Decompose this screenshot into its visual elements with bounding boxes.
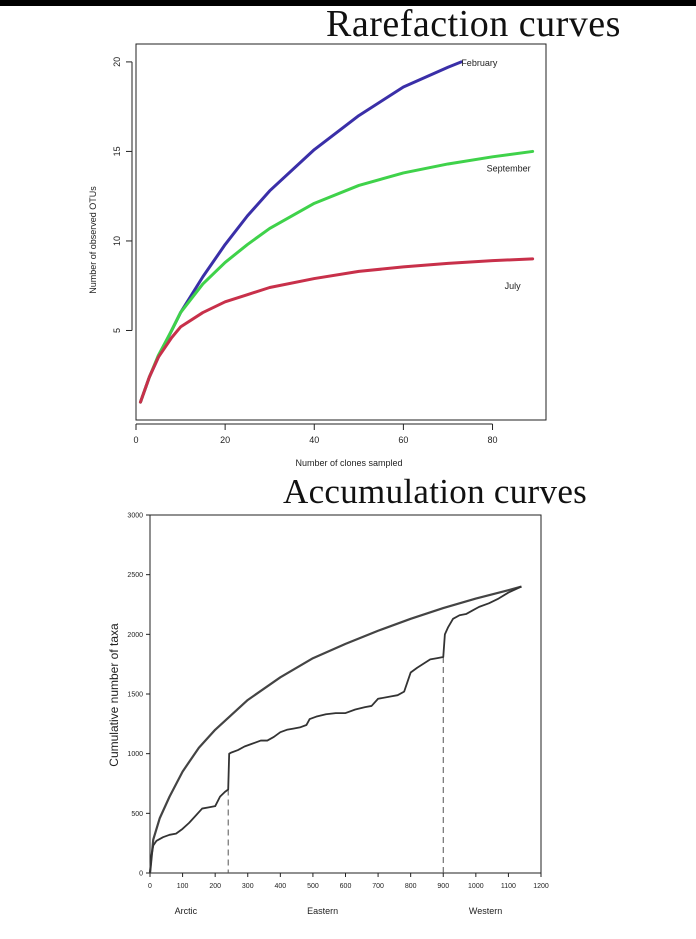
accumulation-x-tick-label: 500 bbox=[307, 883, 319, 890]
accumulation-y-tick-label: 3000 bbox=[127, 513, 143, 520]
accumulation-lines bbox=[148, 585, 522, 874]
accumulation-x-ticks: 0 100 200 300 400 500 600 700 800 900 1000 1100 1200 bbox=[148, 873, 549, 890]
rarefaction-lines bbox=[138, 60, 535, 404]
accumulation-x-tick-label: 1000 bbox=[468, 883, 484, 890]
accumulation-x-tick-label: 600 bbox=[340, 883, 352, 890]
rarefaction-x-ticks: 0 20 40 60 80 bbox=[133, 423, 498, 445]
series-label-july: July bbox=[505, 281, 522, 291]
region-label-arctic: Arctic bbox=[175, 906, 198, 916]
accumulation-x-tick-label: 400 bbox=[274, 883, 286, 890]
accumulation-y-tick-label: 2000 bbox=[127, 632, 143, 639]
rarefaction-line-july bbox=[138, 257, 535, 404]
accumulation-y-tick-label: 2500 bbox=[127, 572, 143, 579]
accumulation-y-ticks: 0 500 1000 1500 2000 2500 3000 bbox=[127, 513, 150, 878]
rarefaction-y-tick-label: 15 bbox=[112, 146, 122, 156]
rarefaction-x-tick-label: 80 bbox=[488, 435, 498, 445]
rarefaction-y-tick-label: 5 bbox=[112, 328, 122, 333]
rarefaction-plot-frame bbox=[135, 43, 547, 421]
accumulation-x-tick-label: 200 bbox=[209, 883, 221, 890]
accumulation-plot-frame bbox=[149, 514, 542, 874]
rarefaction-x-tick-label: 20 bbox=[220, 435, 230, 445]
rarefaction-x-axis-label: Number of clones sampled bbox=[295, 458, 402, 468]
accumulation-x-tick-label: 100 bbox=[177, 883, 189, 890]
rarefaction-title: Rarefaction curves bbox=[326, 3, 621, 45]
accumulation-x-tick-label: 800 bbox=[405, 883, 417, 890]
rarefaction-x-tick-label: 40 bbox=[309, 435, 319, 445]
rarefaction-y-axis-label: Number of observed OTUs bbox=[88, 186, 98, 294]
series-label-september: September bbox=[487, 163, 531, 173]
series-label-february: February bbox=[461, 58, 498, 68]
accumulation-stepped-curve bbox=[149, 585, 522, 874]
accumulation-region-dividers bbox=[227, 657, 444, 873]
accumulation-y-axis-label: Cumulative number of taxa bbox=[107, 623, 121, 767]
rarefaction-series-labels: February September July bbox=[461, 58, 530, 291]
accumulation-x-tick-label: 1200 bbox=[533, 883, 549, 890]
accumulation-chart: 0 100 200 300 400 500 600 700 800 900 1000 1100 1200… bbox=[107, 513, 549, 917]
rarefaction-line-september bbox=[138, 149, 535, 404]
rarefaction-x-tick-label: 0 bbox=[133, 435, 138, 445]
region-label-eastern: Eastern bbox=[307, 906, 338, 916]
accumulation-x-tick-label: 1100 bbox=[501, 883, 516, 890]
top-black-bar bbox=[0, 0, 696, 6]
rarefaction-x-tick-label: 60 bbox=[398, 435, 408, 445]
rarefaction-y-tick-label: 20 bbox=[112, 57, 122, 67]
rarefaction-line-february bbox=[138, 60, 463, 404]
accumulation-y-tick-label: 1500 bbox=[127, 692, 143, 699]
rarefaction-y-ticks: 5 10 15 20 bbox=[112, 57, 133, 333]
accumulation-x-tick-label: 900 bbox=[437, 883, 449, 890]
accumulation-x-tick-label: 0 bbox=[148, 883, 152, 890]
region-label-western: Western bbox=[469, 906, 502, 916]
rarefaction-y-tick-label: 10 bbox=[112, 236, 122, 246]
accumulation-x-tick-label: 300 bbox=[242, 883, 254, 890]
accumulation-smooth-curve bbox=[148, 585, 522, 874]
accumulation-x-tick-label: 700 bbox=[372, 883, 384, 890]
accumulation-region-labels: Arctic Eastern Western bbox=[175, 906, 503, 916]
accumulation-y-tick-label: 1000 bbox=[127, 751, 143, 758]
accumulation-y-tick-label: 500 bbox=[131, 811, 143, 818]
accumulation-title: Accumulation curves bbox=[283, 472, 588, 511]
accumulation-y-tick-label: 0 bbox=[139, 871, 143, 878]
